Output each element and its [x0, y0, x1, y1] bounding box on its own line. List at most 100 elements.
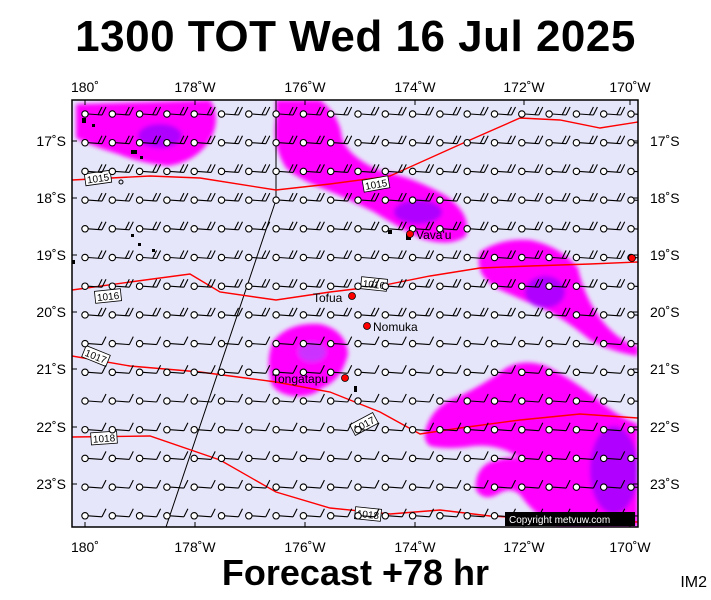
wind-barb — [245, 422, 271, 434]
wind-barb — [163, 221, 189, 233]
wind-barb — [545, 451, 571, 463]
island — [152, 249, 155, 252]
wind-barb — [299, 365, 325, 377]
wind-barb — [408, 365, 435, 377]
wind-barb — [245, 336, 271, 348]
wind-barb — [545, 307, 571, 319]
wind-barb — [627, 397, 638, 405]
wind-barb — [190, 106, 216, 118]
wind-barb — [135, 393, 162, 405]
wind-barb — [599, 192, 626, 204]
wind-barb — [599, 250, 626, 262]
wind-barb — [272, 365, 298, 377]
wind-barb — [436, 164, 462, 176]
wind-barb — [354, 422, 380, 434]
wind-barb — [545, 135, 571, 147]
city-dot — [363, 322, 371, 330]
wind-barb — [326, 393, 353, 405]
wind-barb — [272, 164, 298, 176]
wind-barb — [108, 508, 134, 520]
svg-text:1018: 1018 — [356, 509, 380, 522]
wind-barb — [572, 135, 598, 147]
lat-label: 20˚S — [650, 304, 680, 320]
wind-barb — [572, 192, 598, 204]
wind-barb — [135, 451, 162, 463]
wind-barb — [272, 508, 298, 520]
wind-barb — [299, 164, 325, 176]
lon-label: 180˚ — [71, 79, 99, 95]
wind-barb — [627, 483, 638, 491]
wind-barb — [572, 393, 598, 405]
wind-barb — [190, 336, 216, 348]
wind-barb — [381, 365, 407, 377]
wind-barb — [490, 422, 516, 434]
wind-barb — [81, 451, 107, 463]
wind-barb — [518, 192, 544, 204]
wind-barb — [436, 479, 462, 491]
isobar — [72, 355, 638, 435]
wind-barb — [436, 451, 462, 463]
wind-barb — [326, 422, 353, 434]
wind-barb — [163, 479, 189, 491]
wind-barb — [354, 192, 380, 204]
city-dot — [341, 374, 349, 382]
wind-barb — [326, 451, 353, 463]
wind-barb — [381, 192, 407, 204]
wind-barb — [436, 192, 462, 204]
city-dot-east — [628, 254, 636, 262]
wind-barb — [272, 192, 298, 204]
wind-barb — [381, 135, 407, 147]
wind-barb — [572, 365, 598, 377]
wind-barb — [599, 365, 626, 377]
wind-barb — [354, 164, 380, 176]
wind-barb — [463, 336, 489, 348]
wind-barb — [354, 336, 380, 348]
wind-barb — [108, 393, 134, 405]
wind-barb — [408, 422, 435, 434]
wind-barb — [217, 422, 243, 434]
wind-barb — [108, 451, 134, 463]
wind-barb — [599, 164, 626, 176]
wind-barb — [599, 422, 626, 434]
wind-barb — [326, 278, 353, 290]
wind-barb — [436, 393, 462, 405]
wind-barb — [436, 106, 462, 118]
wind-barb — [217, 451, 243, 463]
wind-barb — [135, 336, 162, 348]
place-label-tofua: Tofua — [313, 291, 343, 305]
wind-barb — [217, 365, 243, 377]
lon-ticks — [84, 100, 631, 527]
lat-labels-left: 17˚S 18˚S 19˚S 20˚S 21˚S 22˚S 23˚S — [36, 133, 66, 492]
wind-barb — [627, 225, 638, 233]
wind-barb — [545, 250, 571, 262]
wind-barb — [163, 250, 189, 262]
wind-barb — [190, 393, 216, 405]
wind-barb — [326, 365, 353, 377]
wind-barb — [518, 479, 544, 491]
wind-barb — [599, 307, 626, 319]
wind-barb — [381, 479, 407, 491]
wind-barb — [272, 479, 298, 491]
wind-barb — [299, 422, 325, 434]
wind-barb — [326, 106, 353, 118]
wind-barb — [108, 135, 134, 147]
wind-barb — [326, 135, 353, 147]
wind-barb — [326, 221, 353, 233]
lat-label: 18˚S — [36, 190, 66, 206]
lat-label: 18˚S — [650, 190, 680, 206]
svg-text:1016: 1016 — [97, 291, 121, 304]
wind-barb — [272, 336, 298, 348]
wind-barb — [627, 282, 638, 290]
wind-barb — [518, 336, 544, 348]
wind-barb — [135, 106, 162, 118]
wind-barb — [272, 221, 298, 233]
island — [131, 150, 137, 154]
wind-barb — [408, 508, 435, 520]
wind-barb — [627, 138, 638, 147]
wind-barb — [354, 106, 380, 118]
wind-barb — [190, 278, 216, 290]
wind-barb — [518, 135, 544, 147]
wind-barb — [81, 192, 107, 204]
wind-barb — [81, 365, 107, 377]
